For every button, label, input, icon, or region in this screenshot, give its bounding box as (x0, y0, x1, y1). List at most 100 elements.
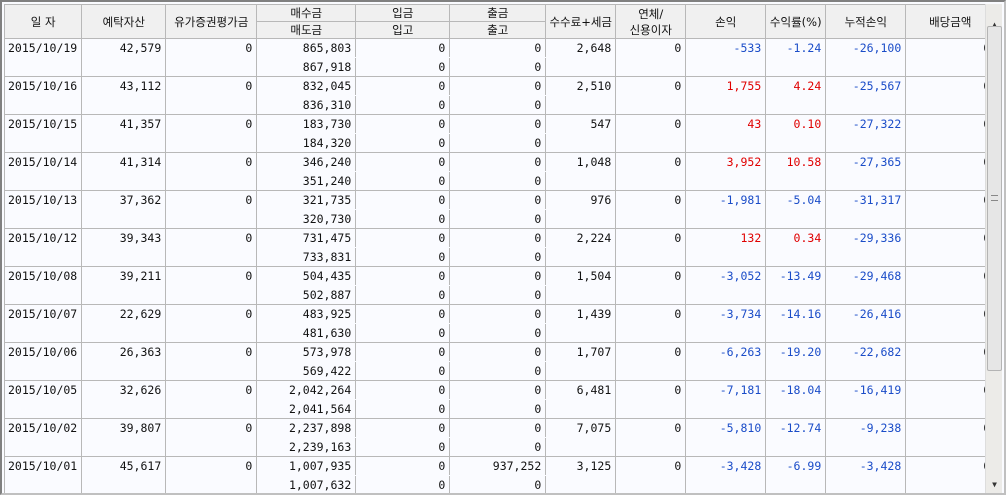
cell-fee: 6,481 (545, 380, 617, 419)
cell-deposit: 41,314 (81, 152, 167, 191)
table-row[interactable]: 2015/10/16 43,112 0 832,045 0 0 2,510 0 1,755 4.2… (3, 76, 996, 115)
grip-icon (991, 195, 998, 201)
header-securities[interactable]: 유가증권평가금 (165, 4, 258, 39)
table-row[interactable]: 2015/10/05 32,626 0 2,042,264 0 0 6,481 0 -7,181… (3, 380, 996, 419)
cell-cum: -27,365 (825, 152, 907, 191)
cell-date: 2015/10/02 (3, 418, 83, 457)
cell-deposit: 45,617 (81, 456, 167, 493)
table-row-sub[interactable]: 2,041,564 0 0 (5, 399, 995, 419)
cell-cum: -16,419 (825, 380, 907, 419)
cell-sell: 569,422 (256, 361, 357, 381)
cell-cum: -26,100 (825, 38, 907, 77)
cell-rate: 4.24 (765, 76, 827, 115)
cell-out-cash: 0 (449, 190, 547, 210)
cell-dividend: 0 (905, 418, 996, 457)
header-deposit[interactable]: 예탁자산 (81, 4, 167, 39)
cell-sell: 502,887 (256, 285, 357, 305)
cell-cum: -25,567 (825, 76, 907, 115)
header-out-stock[interactable]: 출고 (449, 21, 547, 39)
cell-out-cash: 0 (449, 38, 547, 58)
vertical-scrollbar[interactable]: ▲ ▼ (985, 4, 1002, 493)
cell-securities: 0 (165, 152, 258, 191)
header-fee[interactable]: 수수료+세금 (545, 4, 617, 39)
cell-dividend: 0 (905, 380, 996, 419)
table-row[interactable]: 2015/10/02 39,807 0 2,237,898 0 0 7,075 0 -5,810… (3, 418, 996, 457)
cell-deposit: 26,363 (81, 342, 167, 381)
cell-buy: 2,237,898 (256, 418, 357, 438)
cell-in-stock: 0 (355, 361, 451, 381)
cell-date: 2015/10/19 (3, 38, 83, 77)
cell-buy: 483,925 (256, 304, 357, 324)
cell-in-stock: 0 (355, 323, 451, 343)
table-row[interactable]: 2015/10/12 39,343 0 731,475 0 0 2,224 0 132 0.34-… (3, 228, 996, 267)
table-row[interactable]: 2015/10/06 26,363 0 573,978 0 0 1,707 0 -6,263 -1… (3, 342, 996, 381)
cell-dividend: 0 (905, 190, 996, 229)
cell-pnl: -3,428 (685, 456, 767, 493)
cell-fee: 1,504 (545, 266, 617, 305)
cell-date: 2015/10/08 (3, 266, 83, 305)
cell-in-stock: 0 (355, 475, 451, 493)
cell-securities: 0 (165, 76, 258, 115)
cell-dividend: 0 (905, 456, 996, 493)
header-out-cash[interactable]: 출금 (449, 4, 547, 22)
cell-sell: 867,918 (256, 57, 357, 77)
header-rate[interactable]: 수익률(%) (765, 4, 827, 39)
arrow-down-icon[interactable]: ▼ (992, 480, 997, 489)
table-row[interactable]: 2015/10/01 45,617 0 1,007,935 0 937,252 3,125 0… (3, 456, 996, 493)
table-row[interactable]: 2015/10/13 37,362 0 321,735 0 0 976 0 -1,981 -5.0… (3, 190, 996, 229)
header-buy[interactable]: 매수금 (256, 4, 357, 22)
cell-date: 2015/10/14 (3, 152, 83, 191)
table-row[interactable]: 2015/10/14 41,314 0 346,240 0 0 1,048 0 3,952 10.… (3, 152, 996, 191)
cell-rate: -12.74 (765, 418, 827, 457)
cell-interest: 0 (615, 418, 687, 457)
cell-out-stock: 0 (449, 361, 547, 381)
cell-buy: 183,730 (256, 114, 357, 134)
header-in-stock[interactable]: 입고 (355, 21, 451, 39)
header-dividend[interactable]: 배당금액 (905, 4, 996, 39)
cell-rate: 0.10 (765, 114, 827, 153)
history-table: 일 자 예탁자산 유가증권평가금 매수금 입금 출금 수수료+세금 연체/신용이… (3, 4, 996, 493)
cell-pnl: 1,755 (685, 76, 767, 115)
header-interest[interactable]: 연체/신용이자 (615, 4, 687, 39)
table-row-sub[interactable]: 481,630 0 0 (5, 323, 995, 343)
table-row[interactable]: 2015/10/07 22,629 0 483,925 0 0 1,439 0 -3,734 -1… (3, 304, 996, 343)
table-row[interactable]: 2015/10/19 42,579 0 865,803 0 0 2,648 0 -533 -1.2… (3, 38, 996, 77)
header-pnl[interactable]: 손익 (685, 4, 767, 39)
table-row-sub[interactable]: 733,831 0 0 (5, 247, 995, 267)
scrollbar-thumb[interactable] (987, 26, 1002, 371)
cell-interest: 0 (615, 304, 687, 343)
cell-buy: 731,475 (256, 228, 357, 248)
cell-cum: -29,468 (825, 266, 907, 305)
cell-buy: 865,803 (256, 38, 357, 58)
cell-deposit: 42,579 (81, 38, 167, 77)
cell-pnl: 132 (685, 228, 767, 267)
table-row-sub[interactable]: 351,240 0 0 (5, 171, 995, 191)
header-sell[interactable]: 매도금 (256, 21, 357, 39)
table-row-sub[interactable]: 184,320 0 0 (5, 133, 995, 153)
header-cum[interactable]: 누적손익 (825, 4, 907, 39)
table-row-sub[interactable]: 569,422 0 0 (5, 361, 995, 381)
cell-date: 2015/10/13 (3, 190, 83, 229)
cell-in-cash: 0 (355, 456, 451, 476)
table-row-sub[interactable]: 2,239,163 0 0 (5, 437, 995, 457)
table-row-sub[interactable]: 320,730 0 0 (5, 209, 995, 229)
table-row[interactable]: 2015/10/15 41,357 0 183,730 0 0 547 0 43 0.10 -27,… (3, 114, 996, 153)
cell-securities: 0 (165, 38, 258, 77)
cell-in-stock: 0 (355, 133, 451, 153)
cell-dividend: 0 (905, 342, 996, 381)
cell-rate: -19.20 (765, 342, 827, 381)
cell-securities: 0 (165, 228, 258, 267)
table-row-sub[interactable]: 1,007,632 0 0 (5, 475, 995, 493)
cell-in-stock: 0 (355, 247, 451, 267)
cell-fee: 1,707 (545, 342, 617, 381)
cell-fee: 1,048 (545, 152, 617, 191)
cell-rate: -6.99 (765, 456, 827, 493)
cell-rate: -1.24 (765, 38, 827, 77)
table-row-sub[interactable]: 836,310 0 0 (5, 95, 995, 115)
header-in-cash[interactable]: 입금 (355, 4, 451, 22)
arrow-up-icon[interactable]: ▲ (992, 20, 997, 29)
cell-in-stock: 0 (355, 285, 451, 305)
cell-in-stock: 0 (355, 171, 451, 191)
header-date[interactable]: 일 자 (3, 4, 83, 39)
table-row[interactable]: 2015/10/08 39,211 0 504,435 0 0 1,504 0 -3,052 -1… (3, 266, 996, 305)
